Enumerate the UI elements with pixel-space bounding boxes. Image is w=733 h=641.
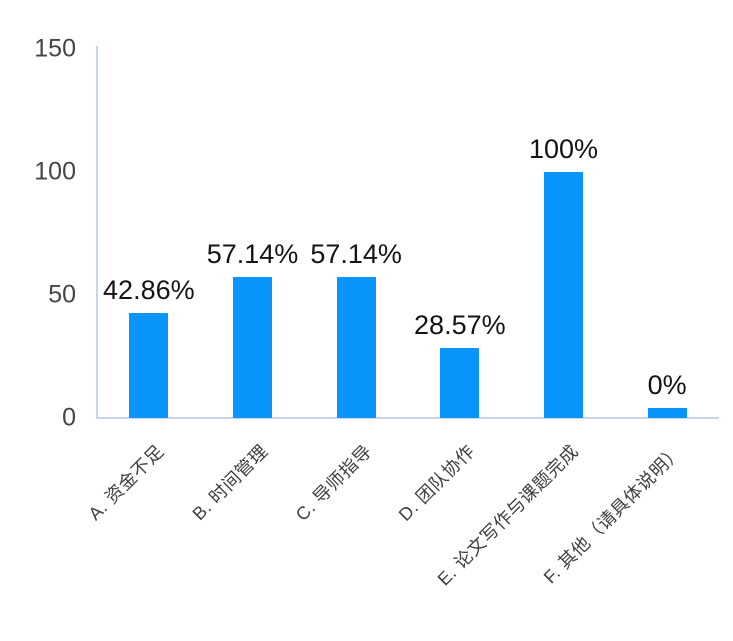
- x-axis-line: [96, 417, 719, 419]
- bar-value-label: 100%: [528, 134, 599, 164]
- bar: [544, 172, 583, 418]
- y-axis-line: [96, 46, 98, 418]
- x-category-label: C. 导师指导: [291, 441, 376, 525]
- bar-value-label: 28.57%: [414, 309, 506, 340]
- x-category-label: D. 团队协作: [395, 441, 479, 525]
- y-tick-label: 50: [48, 280, 76, 309]
- x-category-label: A. 资金不足: [84, 441, 168, 525]
- bar-value-label: 57.14%: [206, 239, 299, 270]
- y-tick-label: 100: [34, 157, 76, 186]
- bar-value-label: 0%: [647, 370, 687, 400]
- y-tick-label: 0: [62, 403, 76, 432]
- bar: [647, 408, 687, 418]
- y-tick-label: 150: [34, 34, 76, 63]
- bar: [129, 312, 169, 418]
- bar: [440, 347, 480, 418]
- x-category-label: B. 时间管理: [188, 441, 272, 525]
- bar-value-label: 42.86%: [103, 274, 195, 305]
- bar: [233, 277, 272, 418]
- bar-value-label: 57.14%: [310, 239, 402, 270]
- bar: [336, 277, 376, 418]
